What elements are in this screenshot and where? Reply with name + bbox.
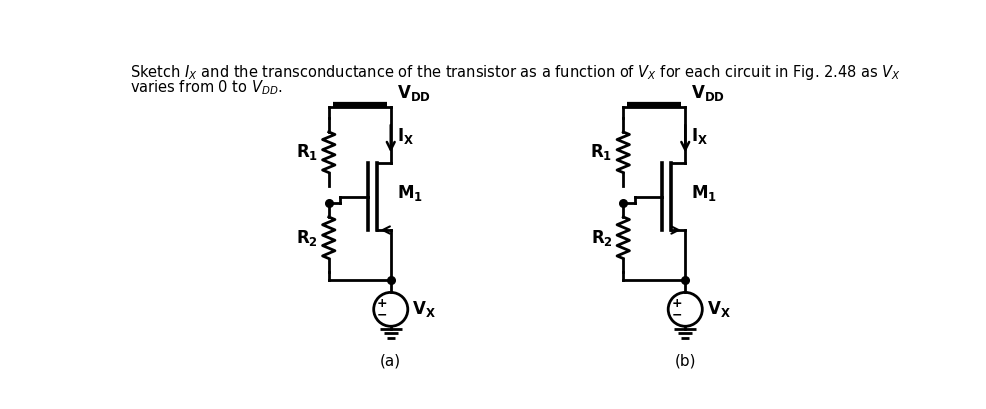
Text: $\mathbf{R_1}$: $\mathbf{R_1}$ bbox=[296, 142, 317, 162]
Text: $\mathbf{M_1}$: $\mathbf{M_1}$ bbox=[691, 183, 717, 203]
Text: +: + bbox=[377, 297, 387, 310]
Text: (b): (b) bbox=[673, 353, 695, 369]
Text: $\mathbf{V_{DD}}$: $\mathbf{V_{DD}}$ bbox=[396, 83, 430, 103]
Text: −: − bbox=[377, 309, 387, 322]
Text: +: + bbox=[670, 297, 681, 310]
Text: −: − bbox=[670, 309, 681, 322]
Text: varies from 0 to $V_{DD}$.: varies from 0 to $V_{DD}$. bbox=[129, 79, 282, 97]
Text: $\mathbf{I_X}$: $\mathbf{I_X}$ bbox=[691, 126, 708, 146]
Text: $\mathbf{M_1}$: $\mathbf{M_1}$ bbox=[396, 183, 422, 203]
Text: $\mathbf{V_X}$: $\mathbf{V_X}$ bbox=[412, 299, 436, 319]
Text: Sketch $I_X$ and the transconductance of the transistor as a function of $V_X$ f: Sketch $I_X$ and the transconductance of… bbox=[129, 63, 900, 82]
Text: $\mathbf{I_X}$: $\mathbf{I_X}$ bbox=[396, 126, 413, 146]
Text: $\mathbf{R_2}$: $\mathbf{R_2}$ bbox=[296, 228, 317, 248]
Text: $\mathbf{V_X}$: $\mathbf{V_X}$ bbox=[706, 299, 730, 319]
Text: $\mathbf{R_2}$: $\mathbf{R_2}$ bbox=[590, 228, 612, 248]
Text: (a): (a) bbox=[380, 353, 401, 369]
Text: $\mathbf{V_{DD}}$: $\mathbf{V_{DD}}$ bbox=[691, 83, 725, 103]
Text: $\mathbf{R_1}$: $\mathbf{R_1}$ bbox=[590, 142, 612, 162]
